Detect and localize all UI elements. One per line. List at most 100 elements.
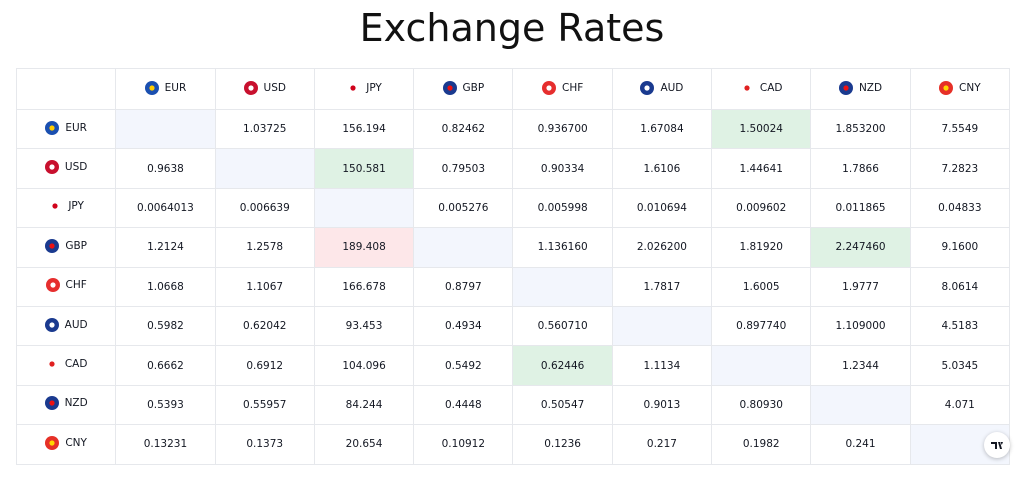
- logo-icon: [991, 442, 1003, 449]
- flag-icon: [640, 80, 655, 95]
- row-header: JPY: [15, 187, 117, 229]
- rate-cell: 166.678: [313, 266, 415, 307]
- currency-code: CAD: [64, 358, 88, 371]
- table-row: AUD 0.5982 0.62042 93.453 0.4934 0.560710 0.89…: [15, 305, 1011, 347]
- rate-cell: 8.0614: [909, 266, 1011, 307]
- rate-cell: 0.009602: [711, 187, 812, 229]
- rates-table: EUR USD JPY GBP CHF AUD CAD NZD CNY EUR 1.03725 156…: [15, 68, 1011, 465]
- rate-cell: 1.67084: [611, 108, 713, 150]
- rate-cell: 0.005276: [413, 187, 514, 229]
- rate-cell: 0.217: [611, 424, 713, 465]
- rate-cell: 1.81920: [711, 227, 812, 268]
- row-label: AUD: [44, 317, 88, 332]
- rate-cell: 1.853200: [810, 108, 911, 150]
- flag-icon: [144, 80, 159, 95]
- flag-icon: [44, 160, 59, 175]
- rate-cell: 0.62446: [512, 345, 613, 386]
- rate-cell: 5.0345: [909, 345, 1011, 386]
- column-header: NZD: [810, 68, 911, 110]
- rate-cell: 1.7866: [810, 148, 911, 189]
- currency-code: CNY: [959, 81, 981, 94]
- rate-cell: 0.011865: [810, 187, 911, 229]
- rate-cell: 0.9638: [115, 148, 216, 189]
- rate-cell: 104.096: [313, 345, 415, 386]
- table-row: CHF 1.0668 1.1067 166.678 0.8797 1.7817 1.6005…: [15, 266, 1011, 307]
- rate-cell: [115, 108, 216, 150]
- rate-cell: 1.6106: [611, 148, 713, 189]
- currency-code: JPY: [366, 81, 382, 94]
- rate-cell: 2.026200: [611, 227, 713, 268]
- row-label: USD: [44, 160, 87, 175]
- currency-code: EUR: [65, 121, 87, 134]
- rate-cell: 0.55957: [214, 384, 315, 426]
- rate-cell: 1.1067: [214, 266, 315, 307]
- rate-cell: 1.6005: [711, 266, 812, 307]
- flag-icon: [939, 80, 954, 95]
- currency-code: JPY: [68, 200, 84, 213]
- flag-icon: [739, 80, 754, 95]
- row-label: EUR: [45, 120, 87, 135]
- rate-cell: 0.9013: [611, 384, 713, 426]
- rate-cell: 0.5492: [413, 345, 514, 386]
- tradingview-logo[interactable]: [984, 432, 1010, 458]
- row-label: CAD: [44, 357, 88, 372]
- flag-icon: [243, 80, 258, 95]
- rate-cell: [313, 187, 415, 229]
- rate-cell: [512, 266, 613, 307]
- rate-cell: 9.1600: [909, 227, 1011, 268]
- row-label: CHF: [45, 278, 87, 293]
- rate-cell: 1.44641: [711, 148, 812, 189]
- flag-icon: [44, 317, 59, 332]
- table-row: GBP 1.2124 1.2578 189.408 1.136160 2.026200 1.…: [15, 227, 1011, 268]
- row-header: AUD: [15, 305, 117, 347]
- rate-cell: 0.8797: [413, 266, 514, 307]
- column-label: CAD: [739, 80, 783, 95]
- flag-icon: [45, 120, 60, 135]
- column-header: USD: [214, 68, 315, 110]
- rate-cell: 0.79503: [413, 148, 514, 189]
- rate-cell: [214, 148, 315, 189]
- column-header: JPY: [313, 68, 415, 110]
- rate-cell: 0.241: [810, 424, 911, 465]
- rate-cell: 150.581: [313, 148, 415, 189]
- column-header: EUR: [115, 68, 216, 110]
- rate-cell: 84.244: [313, 384, 415, 426]
- column-label: CNY: [939, 80, 981, 95]
- currency-code: GBP: [462, 81, 485, 94]
- flag-icon: [45, 435, 60, 450]
- rate-cell: 1.0668: [115, 266, 216, 307]
- column-label: EUR: [144, 80, 186, 95]
- rate-cell: 1.2578: [214, 227, 315, 268]
- flag-icon: [45, 238, 60, 253]
- rate-cell: 0.50547: [512, 384, 613, 426]
- column-label: GBP: [442, 80, 485, 95]
- currency-code: AUD: [64, 318, 88, 331]
- currency-code: AUD: [660, 81, 684, 94]
- rate-cell: 7.2823: [909, 148, 1011, 189]
- rate-cell: 0.5982: [115, 305, 216, 347]
- rate-cell: 0.6662: [115, 345, 216, 386]
- rate-cell: 0.0064013: [115, 187, 216, 229]
- row-header: NZD: [15, 384, 117, 426]
- column-label: CHF: [541, 80, 583, 95]
- rate-cell: [611, 305, 713, 347]
- rate-cell: 0.10912: [413, 424, 514, 465]
- rate-cell: 0.13231: [115, 424, 216, 465]
- page-title: Exchange Rates: [359, 6, 665, 50]
- rate-cell: 0.90334: [512, 148, 613, 189]
- rate-cell: 0.6912: [214, 345, 315, 386]
- column-header: CHF: [512, 68, 613, 110]
- rate-cell: 0.4448: [413, 384, 514, 426]
- flag-icon: [838, 80, 853, 95]
- column-header: CAD: [711, 68, 812, 110]
- table-row: USD 0.9638 150.581 0.79503 0.90334 1.6106 1.44…: [15, 148, 1011, 189]
- column-header: CNY: [909, 68, 1011, 110]
- rate-cell: [413, 227, 514, 268]
- flag-icon: [45, 278, 60, 293]
- flag-icon: [48, 199, 63, 214]
- rate-cell: 93.453: [313, 305, 415, 347]
- rate-cell: 0.1982: [711, 424, 812, 465]
- column-label: NZD: [838, 80, 882, 95]
- rate-cell: 1.7817: [611, 266, 713, 307]
